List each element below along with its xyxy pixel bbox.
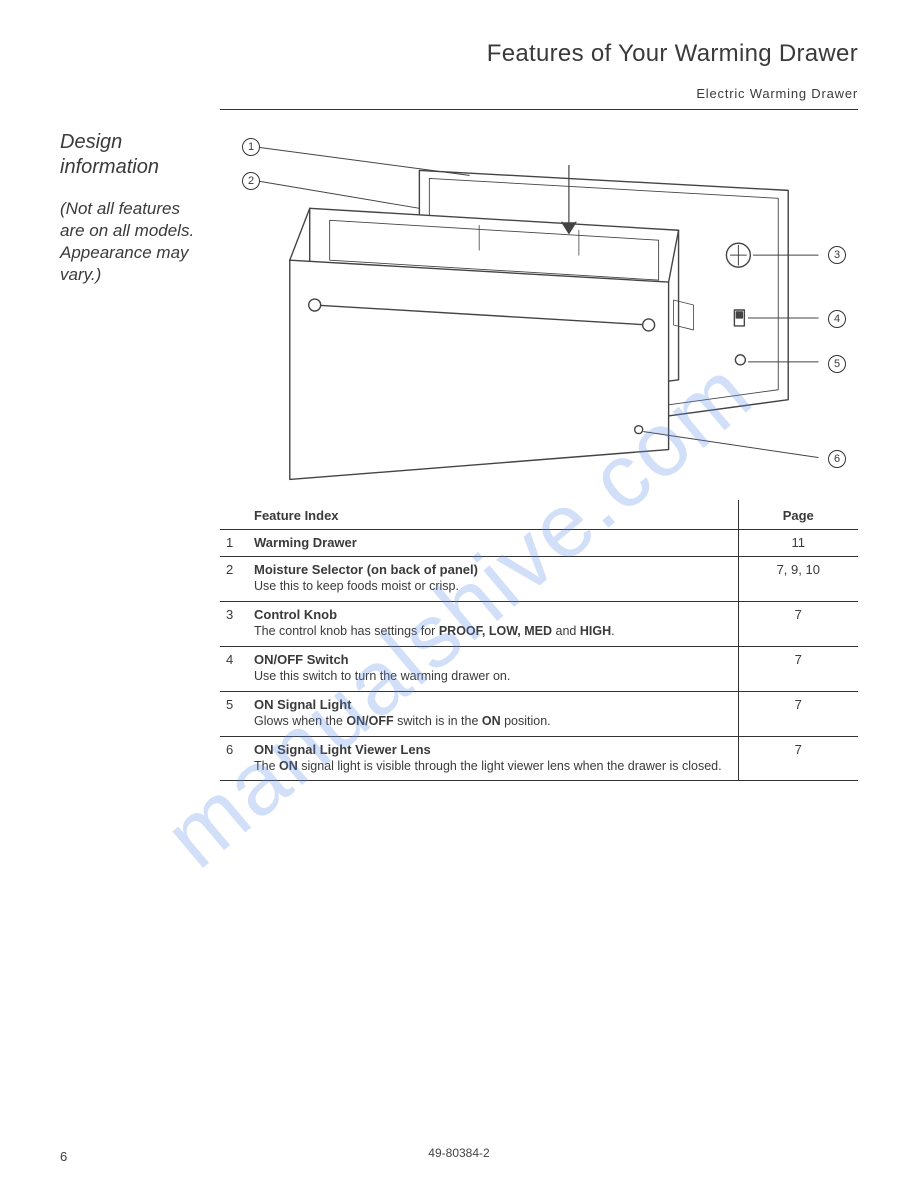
page-subtitle: Electric Warming Drawer [220, 86, 858, 101]
sidebar-heading: Design information [60, 130, 200, 180]
feature-title: ON Signal Light [254, 697, 732, 712]
sidebar: Design information (Not all features are… [60, 130, 220, 781]
row-number: 5 [220, 691, 248, 736]
table-row: 1 Warming Drawer 11 [220, 530, 858, 557]
table-header-blank [220, 500, 248, 530]
callout-4: 4 [828, 310, 846, 328]
feature-title: Control Knob [254, 607, 732, 622]
callout-5: 5 [828, 355, 846, 373]
footer-document-number: 49-80384-2 [0, 1146, 918, 1160]
table-header-feature: Feature Index [248, 500, 738, 530]
feature-description: The ON signal light is visible through t… [254, 758, 732, 775]
table-header-page: Page [738, 500, 858, 530]
drawer-illustration-svg [220, 130, 858, 490]
row-page: 11 [738, 530, 858, 557]
row-number: 1 [220, 530, 248, 557]
feature-description: Use this switch to turn the warming draw… [254, 668, 732, 685]
row-page: 7, 9, 10 [738, 557, 858, 602]
row-feature: Moisture Selector (on back of panel)Use … [248, 557, 738, 602]
callout-1: 1 [242, 138, 260, 156]
row-page: 7 [738, 691, 858, 736]
feature-title: Warming Drawer [254, 535, 732, 550]
feature-description: Use this to keep foods moist or crisp. [254, 578, 732, 595]
header-rule [220, 109, 858, 110]
table-row: 4ON/OFF SwitchUse this switch to turn th… [220, 646, 858, 691]
row-feature: Warming Drawer [248, 530, 738, 557]
feature-table-body: 1Warming Drawer112Moisture Selector (on … [220, 530, 858, 781]
row-number: 3 [220, 601, 248, 646]
row-feature: ON Signal LightGlows when the ON/OFF swi… [248, 691, 738, 736]
feature-description: Glows when the ON/OFF switch is in the O… [254, 713, 732, 730]
page-title: Features of Your Warming Drawer [220, 40, 858, 68]
feature-title: Moisture Selector (on back of panel) [254, 562, 732, 577]
callout-3: 3 [828, 246, 846, 264]
table-row: 5ON Signal LightGlows when the ON/OFF sw… [220, 691, 858, 736]
row-page: 7 [738, 601, 858, 646]
feature-index-table: Feature Index Page 1Warming Drawer112Moi… [220, 500, 858, 781]
callout-2: 2 [242, 172, 260, 190]
row-feature: ON/OFF SwitchUse this switch to turn the… [248, 646, 738, 691]
row-number: 4 [220, 646, 248, 691]
feature-title: ON/OFF Switch [254, 652, 732, 667]
row-number: 6 [220, 736, 248, 781]
row-feature: Control KnobThe control knob has setting… [248, 601, 738, 646]
table-row: 3Control KnobThe control knob has settin… [220, 601, 858, 646]
footer-page-number: 6 [60, 1149, 67, 1164]
row-feature: ON Signal Light Viewer LensThe ON signal… [248, 736, 738, 781]
callout-6: 6 [828, 450, 846, 468]
sidebar-note: (Not all features are on all models. App… [60, 198, 200, 286]
feature-title: ON Signal Light Viewer Lens [254, 742, 732, 757]
row-page: 7 [738, 736, 858, 781]
row-page: 7 [738, 646, 858, 691]
feature-description: The control knob has settings for PROOF,… [254, 623, 732, 640]
table-row: 2Moisture Selector (on back of panel)Use… [220, 557, 858, 602]
product-diagram: 1 2 3 4 5 6 [220, 130, 858, 490]
row-number: 2 [220, 557, 248, 602]
table-row: 6ON Signal Light Viewer LensThe ON signa… [220, 736, 858, 781]
